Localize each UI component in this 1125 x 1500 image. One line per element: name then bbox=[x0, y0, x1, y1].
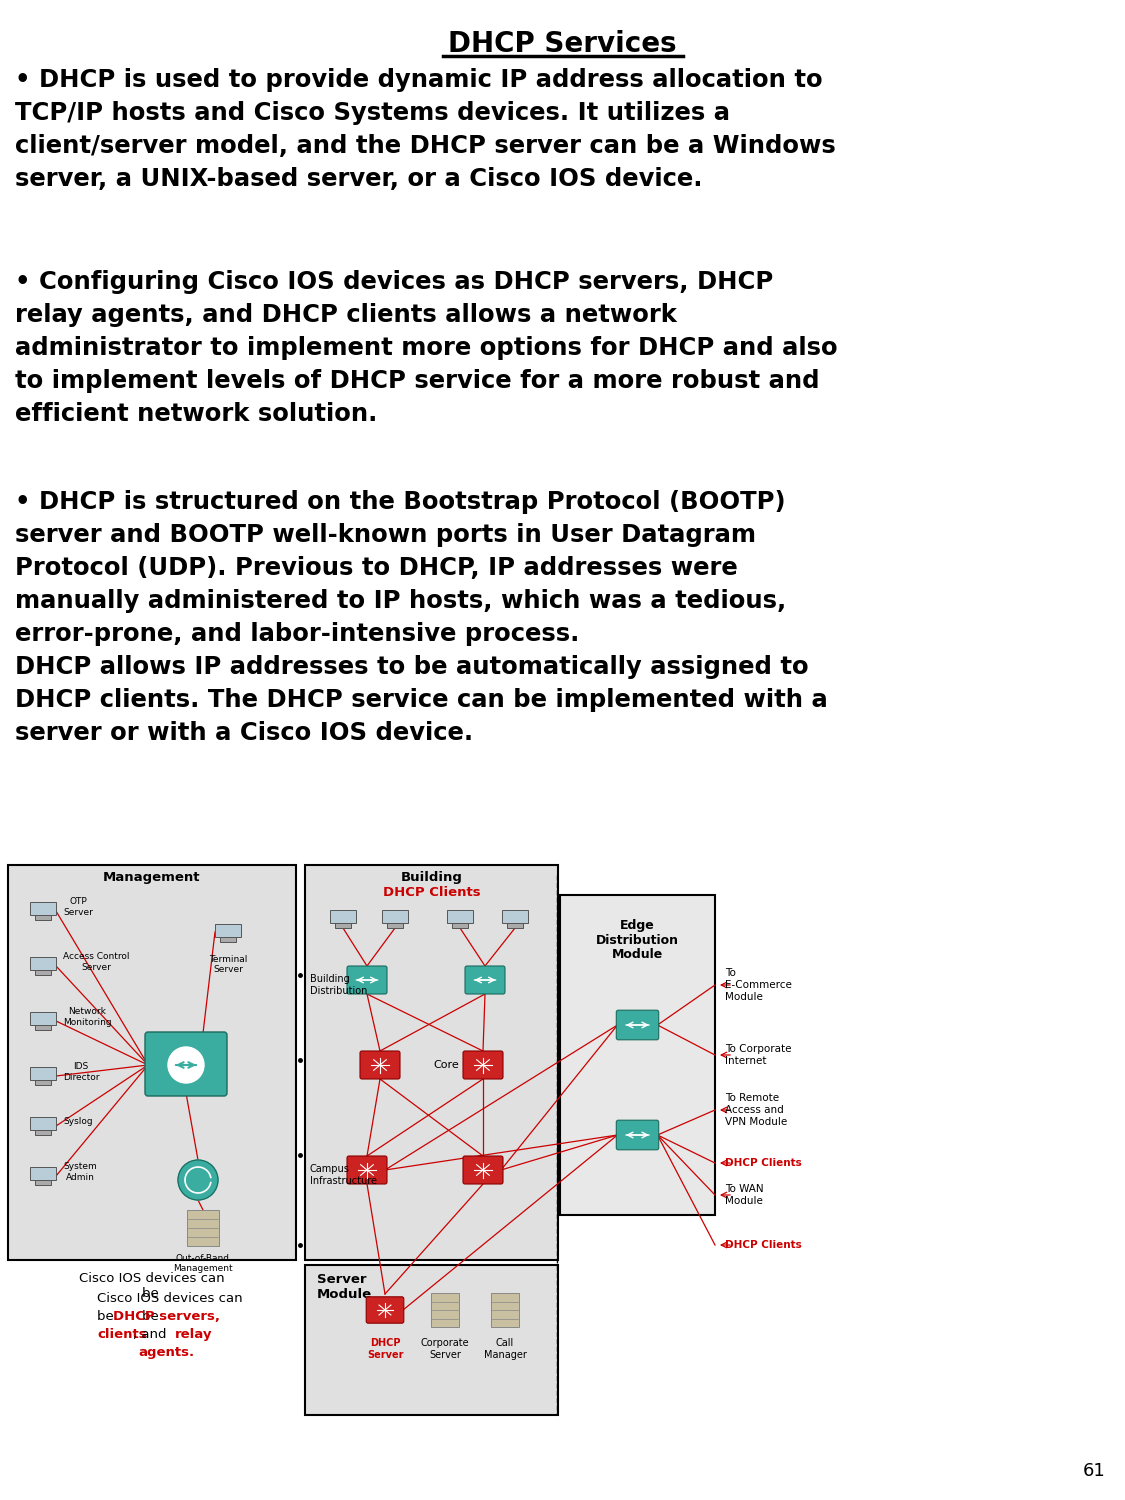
FancyBboxPatch shape bbox=[215, 924, 241, 938]
Text: server and BOOTP well-known ports in User Datagram: server and BOOTP well-known ports in Use… bbox=[15, 524, 756, 548]
Text: to implement levels of DHCP service for a more robust and: to implement levels of DHCP service for … bbox=[15, 369, 819, 393]
FancyBboxPatch shape bbox=[464, 1052, 503, 1078]
Text: administrator to implement more options for DHCP and also: administrator to implement more options … bbox=[15, 336, 838, 360]
Text: Server
Module: Server Module bbox=[317, 1274, 372, 1300]
Text: DHCP
Server: DHCP Server bbox=[367, 1338, 403, 1359]
Text: Network
Monitoring: Network Monitoring bbox=[63, 1008, 111, 1026]
Circle shape bbox=[178, 1160, 218, 1200]
Text: Cisco IOS devices can
be: Cisco IOS devices can be bbox=[79, 1272, 225, 1300]
FancyBboxPatch shape bbox=[360, 1052, 400, 1078]
Text: 61: 61 bbox=[1082, 1462, 1105, 1480]
FancyBboxPatch shape bbox=[30, 903, 56, 915]
Text: Protocol (UDP). Previous to DHCP, IP addresses were: Protocol (UDP). Previous to DHCP, IP add… bbox=[15, 556, 738, 580]
Text: clients: clients bbox=[97, 1328, 146, 1341]
Text: • Configuring Cisco IOS devices as DHCP servers, DHCP: • Configuring Cisco IOS devices as DHCP … bbox=[15, 270, 773, 294]
Text: Corporate
Server: Corporate Server bbox=[421, 1338, 469, 1359]
Text: Out-of-Band
Management: Out-of-Band Management bbox=[173, 1254, 233, 1274]
Text: Access Control
Server: Access Control Server bbox=[63, 952, 129, 972]
FancyBboxPatch shape bbox=[616, 1120, 659, 1150]
FancyBboxPatch shape bbox=[35, 1180, 51, 1185]
FancyBboxPatch shape bbox=[30, 957, 56, 970]
Text: Building: Building bbox=[400, 871, 462, 885]
FancyBboxPatch shape bbox=[330, 910, 356, 922]
Text: server, a UNIX-based server, or a Cisco IOS device.: server, a UNIX-based server, or a Cisco … bbox=[15, 166, 702, 190]
Text: Syslog: Syslog bbox=[63, 1118, 92, 1126]
FancyBboxPatch shape bbox=[346, 1156, 387, 1184]
FancyBboxPatch shape bbox=[346, 966, 387, 994]
FancyBboxPatch shape bbox=[30, 1167, 56, 1180]
FancyBboxPatch shape bbox=[490, 1293, 519, 1328]
FancyBboxPatch shape bbox=[367, 1298, 404, 1323]
Text: OTP
Server: OTP Server bbox=[63, 897, 93, 916]
FancyBboxPatch shape bbox=[335, 922, 351, 927]
Text: DHCP servers,: DHCP servers, bbox=[112, 1310, 220, 1323]
FancyBboxPatch shape bbox=[35, 1024, 51, 1029]
Text: To
E-Commerce
Module: To E-Commerce Module bbox=[724, 969, 792, 1002]
Text: Edge
Distribution
Module: Edge Distribution Module bbox=[596, 918, 680, 962]
Text: • DHCP is structured on the Bootstrap Protocol (BOOTP): • DHCP is structured on the Bootstrap Pr… bbox=[15, 490, 785, 514]
Text: efficient network solution.: efficient network solution. bbox=[15, 402, 377, 426]
Text: agents.: agents. bbox=[138, 1346, 195, 1359]
FancyBboxPatch shape bbox=[305, 865, 558, 1260]
FancyBboxPatch shape bbox=[305, 1264, 558, 1414]
FancyBboxPatch shape bbox=[616, 1010, 659, 1040]
FancyBboxPatch shape bbox=[560, 896, 716, 1215]
Text: Management: Management bbox=[104, 871, 200, 885]
Text: error-prone, and labor-intensive process.: error-prone, and labor-intensive process… bbox=[15, 622, 579, 646]
FancyBboxPatch shape bbox=[431, 1293, 459, 1328]
FancyBboxPatch shape bbox=[502, 910, 528, 922]
Text: Call
Manager: Call Manager bbox=[484, 1338, 526, 1359]
Text: server or with a Cisco IOS device.: server or with a Cisco IOS device. bbox=[15, 722, 474, 746]
FancyBboxPatch shape bbox=[35, 1130, 51, 1134]
Text: DHCP Clients: DHCP Clients bbox=[724, 1240, 802, 1250]
Text: relay agents, and DHCP clients allows a network: relay agents, and DHCP clients allows a … bbox=[15, 303, 677, 327]
Text: DHCP clients. The DHCP service can be implemented with a: DHCP clients. The DHCP service can be im… bbox=[15, 688, 828, 712]
FancyBboxPatch shape bbox=[382, 910, 408, 922]
Text: • DHCP is used to provide dynamic IP address allocation to: • DHCP is used to provide dynamic IP add… bbox=[15, 68, 822, 92]
Circle shape bbox=[168, 1047, 204, 1083]
FancyBboxPatch shape bbox=[30, 1068, 56, 1080]
Text: client/server model, and the DHCP server can be a Windows: client/server model, and the DHCP server… bbox=[15, 134, 836, 158]
FancyBboxPatch shape bbox=[8, 865, 296, 1260]
Text: To WAN
Module: To WAN Module bbox=[724, 1184, 764, 1206]
Text: be: be bbox=[97, 1310, 118, 1323]
FancyBboxPatch shape bbox=[452, 922, 468, 927]
Text: manually administered to IP hosts, which was a tedious,: manually administered to IP hosts, which… bbox=[15, 590, 786, 613]
FancyBboxPatch shape bbox=[30, 1118, 56, 1130]
FancyBboxPatch shape bbox=[464, 1156, 503, 1184]
FancyBboxPatch shape bbox=[145, 1032, 227, 1096]
Text: Cisco IOS devices can: Cisco IOS devices can bbox=[97, 1292, 243, 1305]
Text: Core: Core bbox=[433, 1060, 459, 1070]
Text: DHCP Clients: DHCP Clients bbox=[382, 886, 480, 900]
Text: To Corporate
Internet: To Corporate Internet bbox=[724, 1044, 792, 1066]
FancyBboxPatch shape bbox=[187, 1210, 219, 1246]
Text: DHCP allows IP addresses to be automatically assigned to: DHCP allows IP addresses to be automatic… bbox=[15, 656, 809, 680]
Text: DHCP Services: DHCP Services bbox=[448, 30, 677, 58]
FancyBboxPatch shape bbox=[507, 922, 523, 927]
Text: IDS
Director: IDS Director bbox=[63, 1062, 99, 1082]
Text: DHCP Clients: DHCP Clients bbox=[724, 1158, 802, 1168]
Text: Terminal
Server: Terminal Server bbox=[209, 956, 248, 975]
FancyBboxPatch shape bbox=[35, 970, 51, 975]
Text: Campus
Infrastructure: Campus Infrastructure bbox=[310, 1164, 377, 1186]
Text: relay: relay bbox=[176, 1328, 213, 1341]
FancyBboxPatch shape bbox=[220, 938, 236, 942]
FancyBboxPatch shape bbox=[35, 1080, 51, 1084]
FancyBboxPatch shape bbox=[387, 922, 403, 927]
Text: Building
Distribution: Building Distribution bbox=[310, 974, 368, 996]
FancyBboxPatch shape bbox=[30, 1013, 56, 1025]
Text: TCP/IP hosts and Cisco Systems devices. It utilizes a: TCP/IP hosts and Cisco Systems devices. … bbox=[15, 100, 730, 124]
Text: , and: , and bbox=[133, 1328, 171, 1341]
Text: To Remote
Access and
VPN Module: To Remote Access and VPN Module bbox=[724, 1094, 787, 1126]
FancyBboxPatch shape bbox=[447, 910, 472, 922]
Text: be: be bbox=[142, 1310, 162, 1323]
FancyBboxPatch shape bbox=[35, 915, 51, 920]
Text: System
Admin: System Admin bbox=[63, 1162, 97, 1182]
FancyBboxPatch shape bbox=[465, 966, 505, 994]
